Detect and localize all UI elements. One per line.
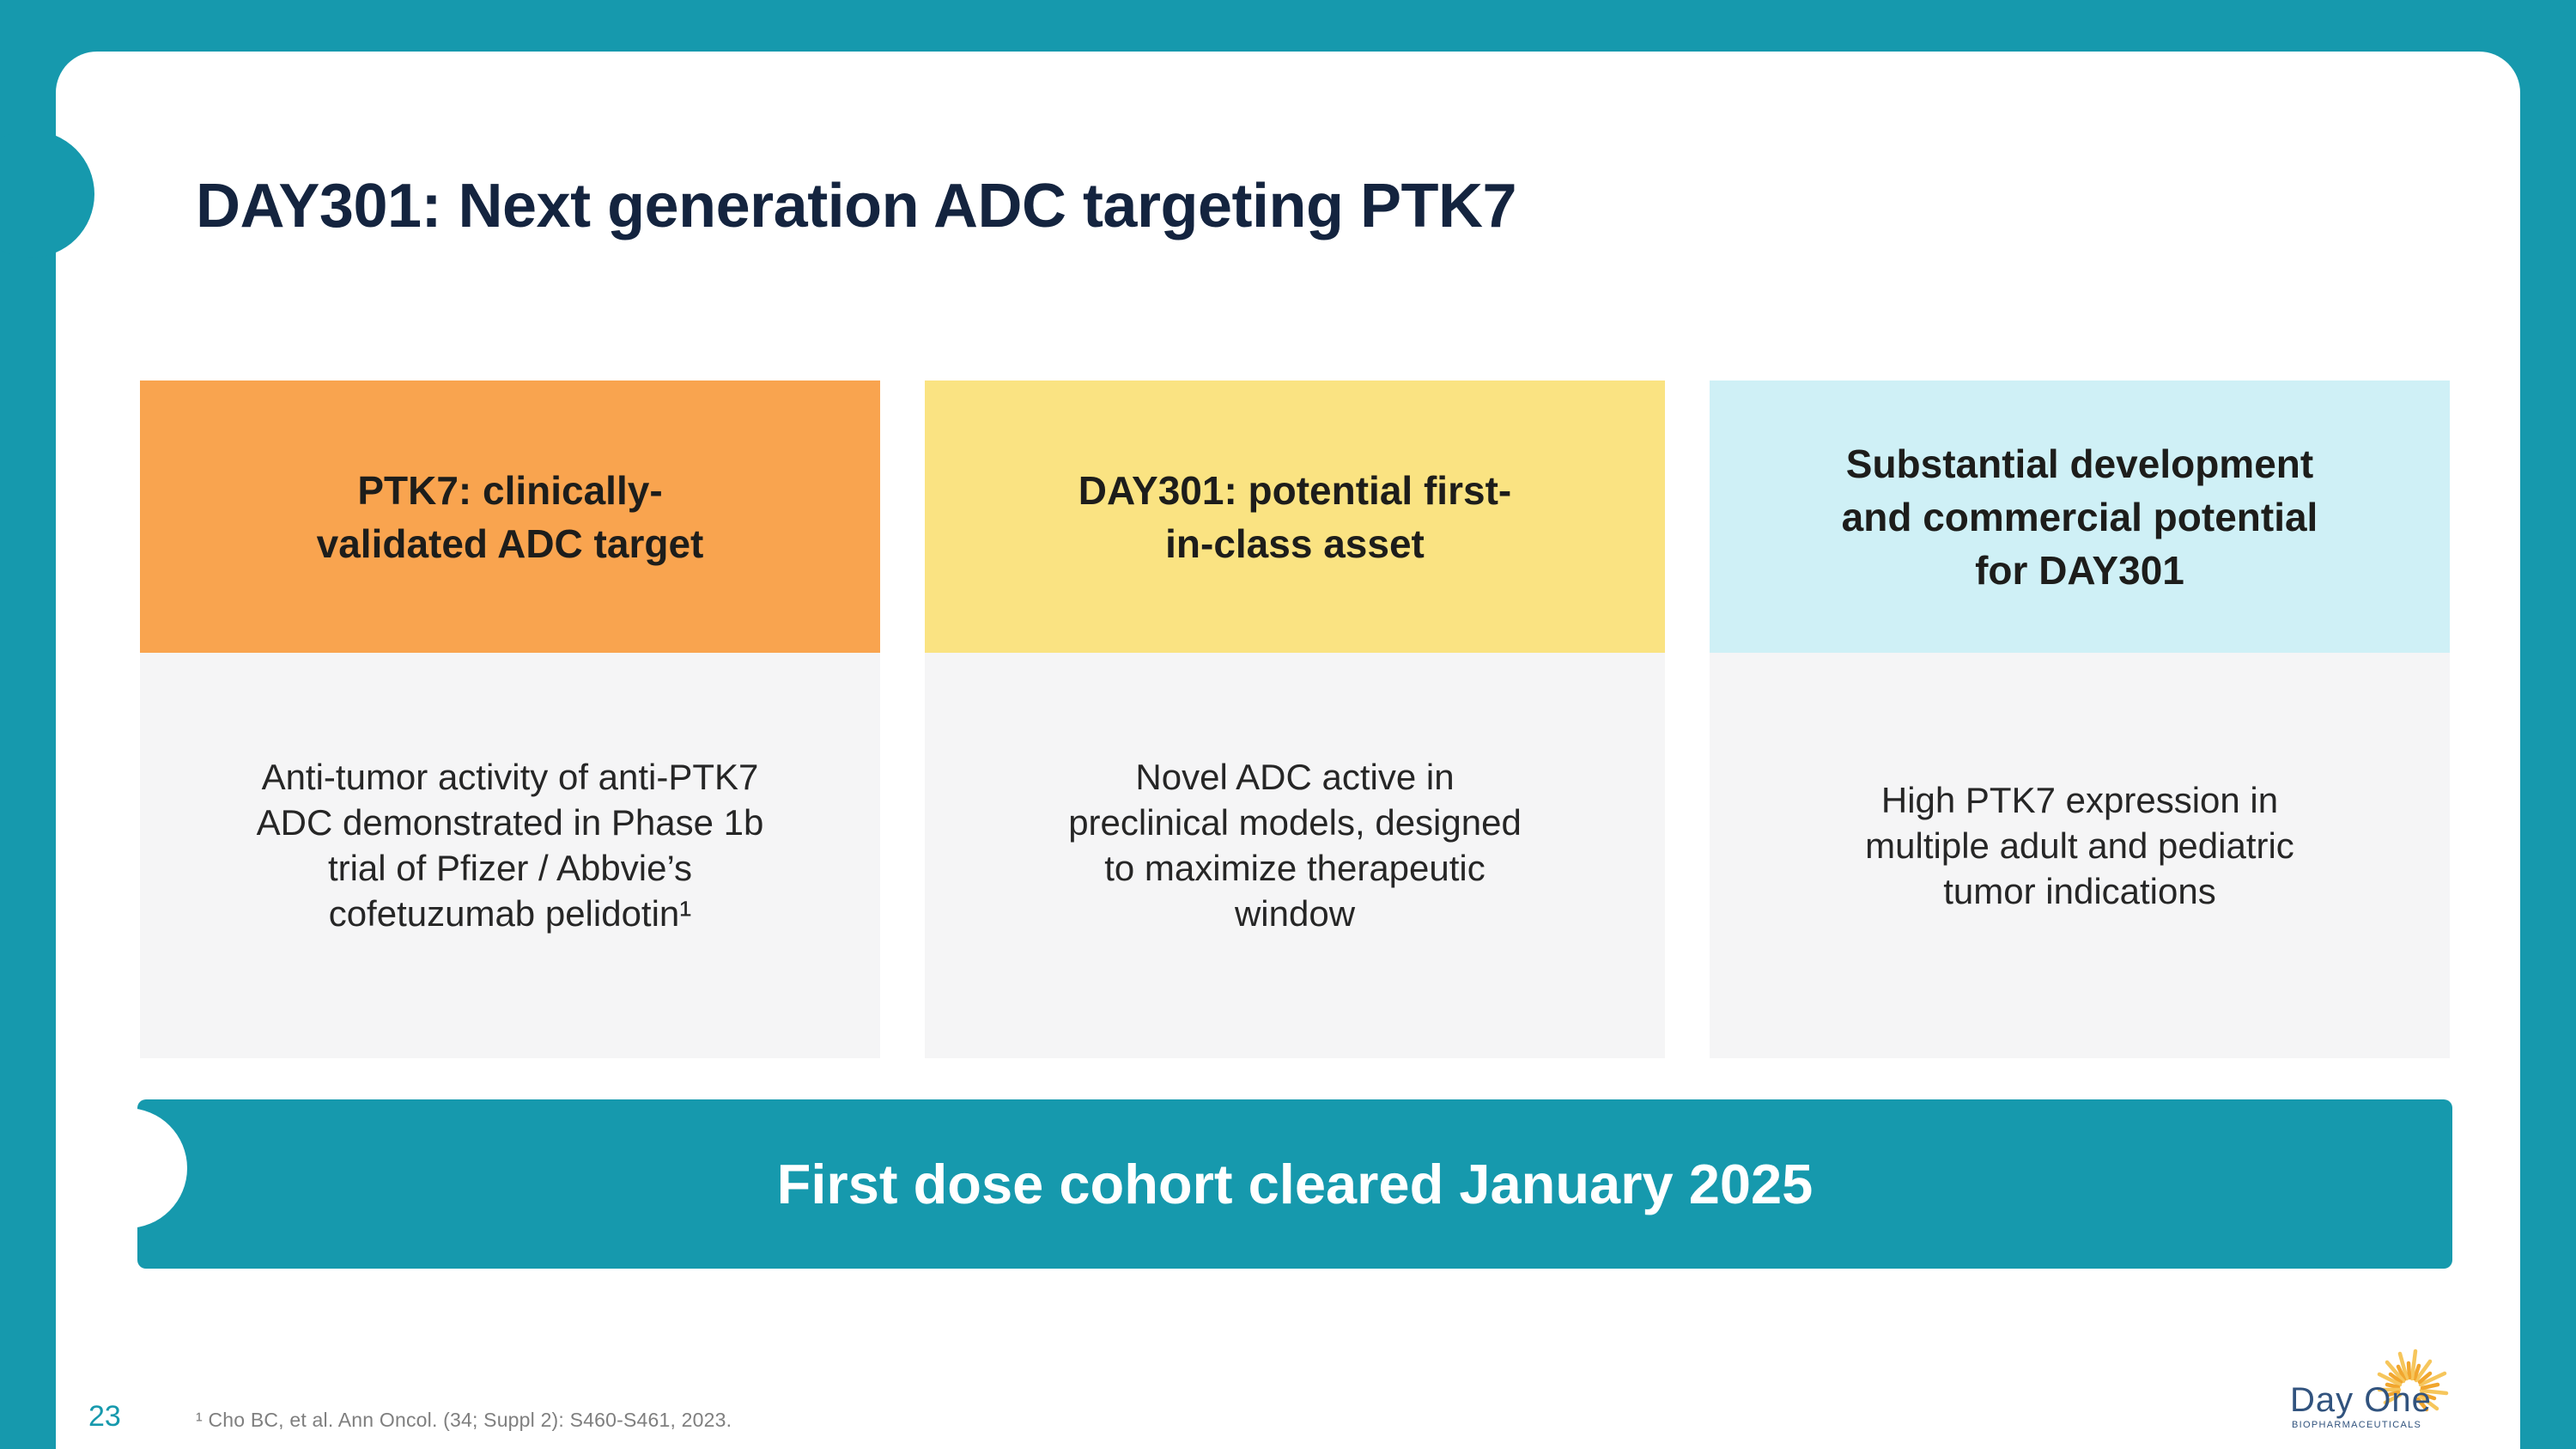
card-day301-asset: DAY301: potential first- in-class asset … xyxy=(925,381,1665,1058)
card-header-orange: PTK7: clinically- validated ADC target xyxy=(140,381,880,653)
card-header-yellow: DAY301: potential first- in-class asset xyxy=(925,381,1665,653)
dayone-logo: Day One BIOPHARMACEUTICALS xyxy=(2290,1349,2449,1430)
page-number: 23 xyxy=(88,1400,121,1433)
milestone-banner: First dose cohort cleared January 2025 xyxy=(67,1099,2452,1269)
card-header-cyan: Substantial development and commercial p… xyxy=(1710,381,2450,653)
footnote: ¹ Cho BC, et al. Ann Oncol. (34; Suppl 2… xyxy=(196,1409,732,1431)
card-ptk7-target: PTK7: clinically- validated ADC target A… xyxy=(140,381,880,1058)
card-body-text: High PTK7 expression in multiple adult a… xyxy=(1710,653,2450,1058)
logo-wordmark: Day One xyxy=(2290,1381,2432,1419)
card-body-text: Novel ADC active in preclinical models, … xyxy=(925,653,1665,1058)
banner-notch-circle xyxy=(67,1108,187,1228)
page-title: DAY301: Next generation ADC targeting PT… xyxy=(196,172,1517,240)
logo-subtext: BIOPHARMACEUTICALS xyxy=(2292,1420,2421,1430)
milestone-banner-text: First dose cohort cleared January 2025 xyxy=(776,1153,1814,1215)
card-commercial-potential: Substantial development and commercial p… xyxy=(1710,381,2450,1058)
cards-row: PTK7: clinically- validated ADC target A… xyxy=(140,381,2450,1058)
card-body-text: Anti-tumor activity of anti-PTK7 ADC dem… xyxy=(140,653,880,1058)
sunburst-icon xyxy=(2377,1349,2449,1412)
